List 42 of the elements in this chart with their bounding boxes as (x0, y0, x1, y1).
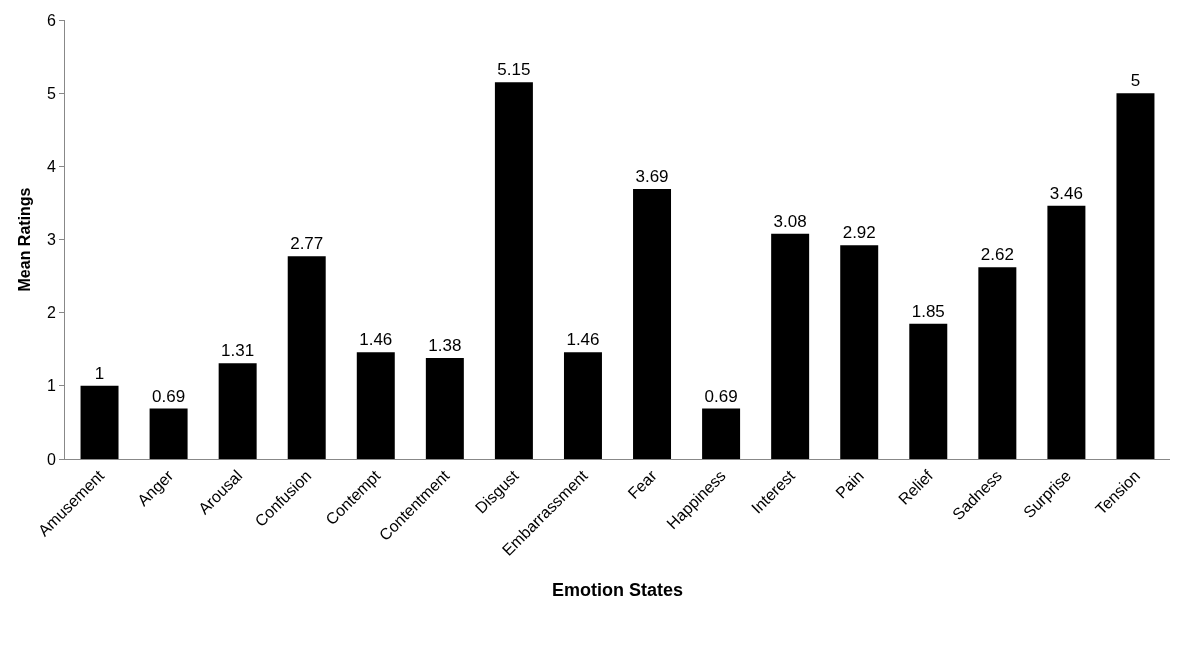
x-axis-title: Emotion States (551, 579, 684, 600)
y-tick-label: 2 (46, 304, 56, 322)
bar (978, 267, 1017, 459)
data-label: 0.69 (704, 386, 738, 406)
data-label: 0.69 (152, 386, 186, 406)
y-tick-label: 3 (46, 231, 56, 249)
bar (356, 352, 395, 459)
y-tick-label: 0 (46, 450, 56, 468)
data-label: 1.38 (428, 336, 462, 356)
bar (218, 363, 257, 459)
bar (702, 408, 741, 459)
data-label: 1 (94, 363, 105, 383)
data-label: 1.31 (221, 341, 255, 361)
bar (909, 323, 948, 459)
bar (840, 245, 879, 459)
y-tick-label: 6 (46, 11, 56, 29)
data-label: 5.15 (497, 60, 531, 80)
data-label: 2.77 (290, 234, 324, 254)
y-tick-label: 5 (46, 84, 56, 102)
data-label: 3.46 (1049, 183, 1083, 203)
data-label: 1.46 (566, 330, 600, 350)
bar (149, 408, 188, 459)
y-tick-label: 4 (46, 157, 56, 175)
y-tick-label: 1 (46, 377, 56, 395)
data-label: 3.08 (773, 211, 807, 231)
data-label: 3.69 (635, 167, 669, 187)
bar (771, 233, 810, 459)
bar (633, 189, 672, 459)
bar (425, 358, 464, 459)
data-label: 1.85 (911, 301, 945, 321)
x-tick-label: Pain (832, 466, 867, 502)
bar (494, 82, 533, 459)
bar (1047, 205, 1086, 459)
data-label: 1.46 (359, 330, 393, 350)
bar (80, 385, 119, 459)
bar (1116, 93, 1155, 459)
data-label: 5 (1130, 71, 1141, 91)
data-label: 2.62 (980, 245, 1014, 265)
bar (287, 256, 326, 459)
data-label: 2.92 (842, 223, 876, 243)
y-axis-title: Mean Ratings (15, 187, 33, 292)
bar (563, 352, 602, 459)
